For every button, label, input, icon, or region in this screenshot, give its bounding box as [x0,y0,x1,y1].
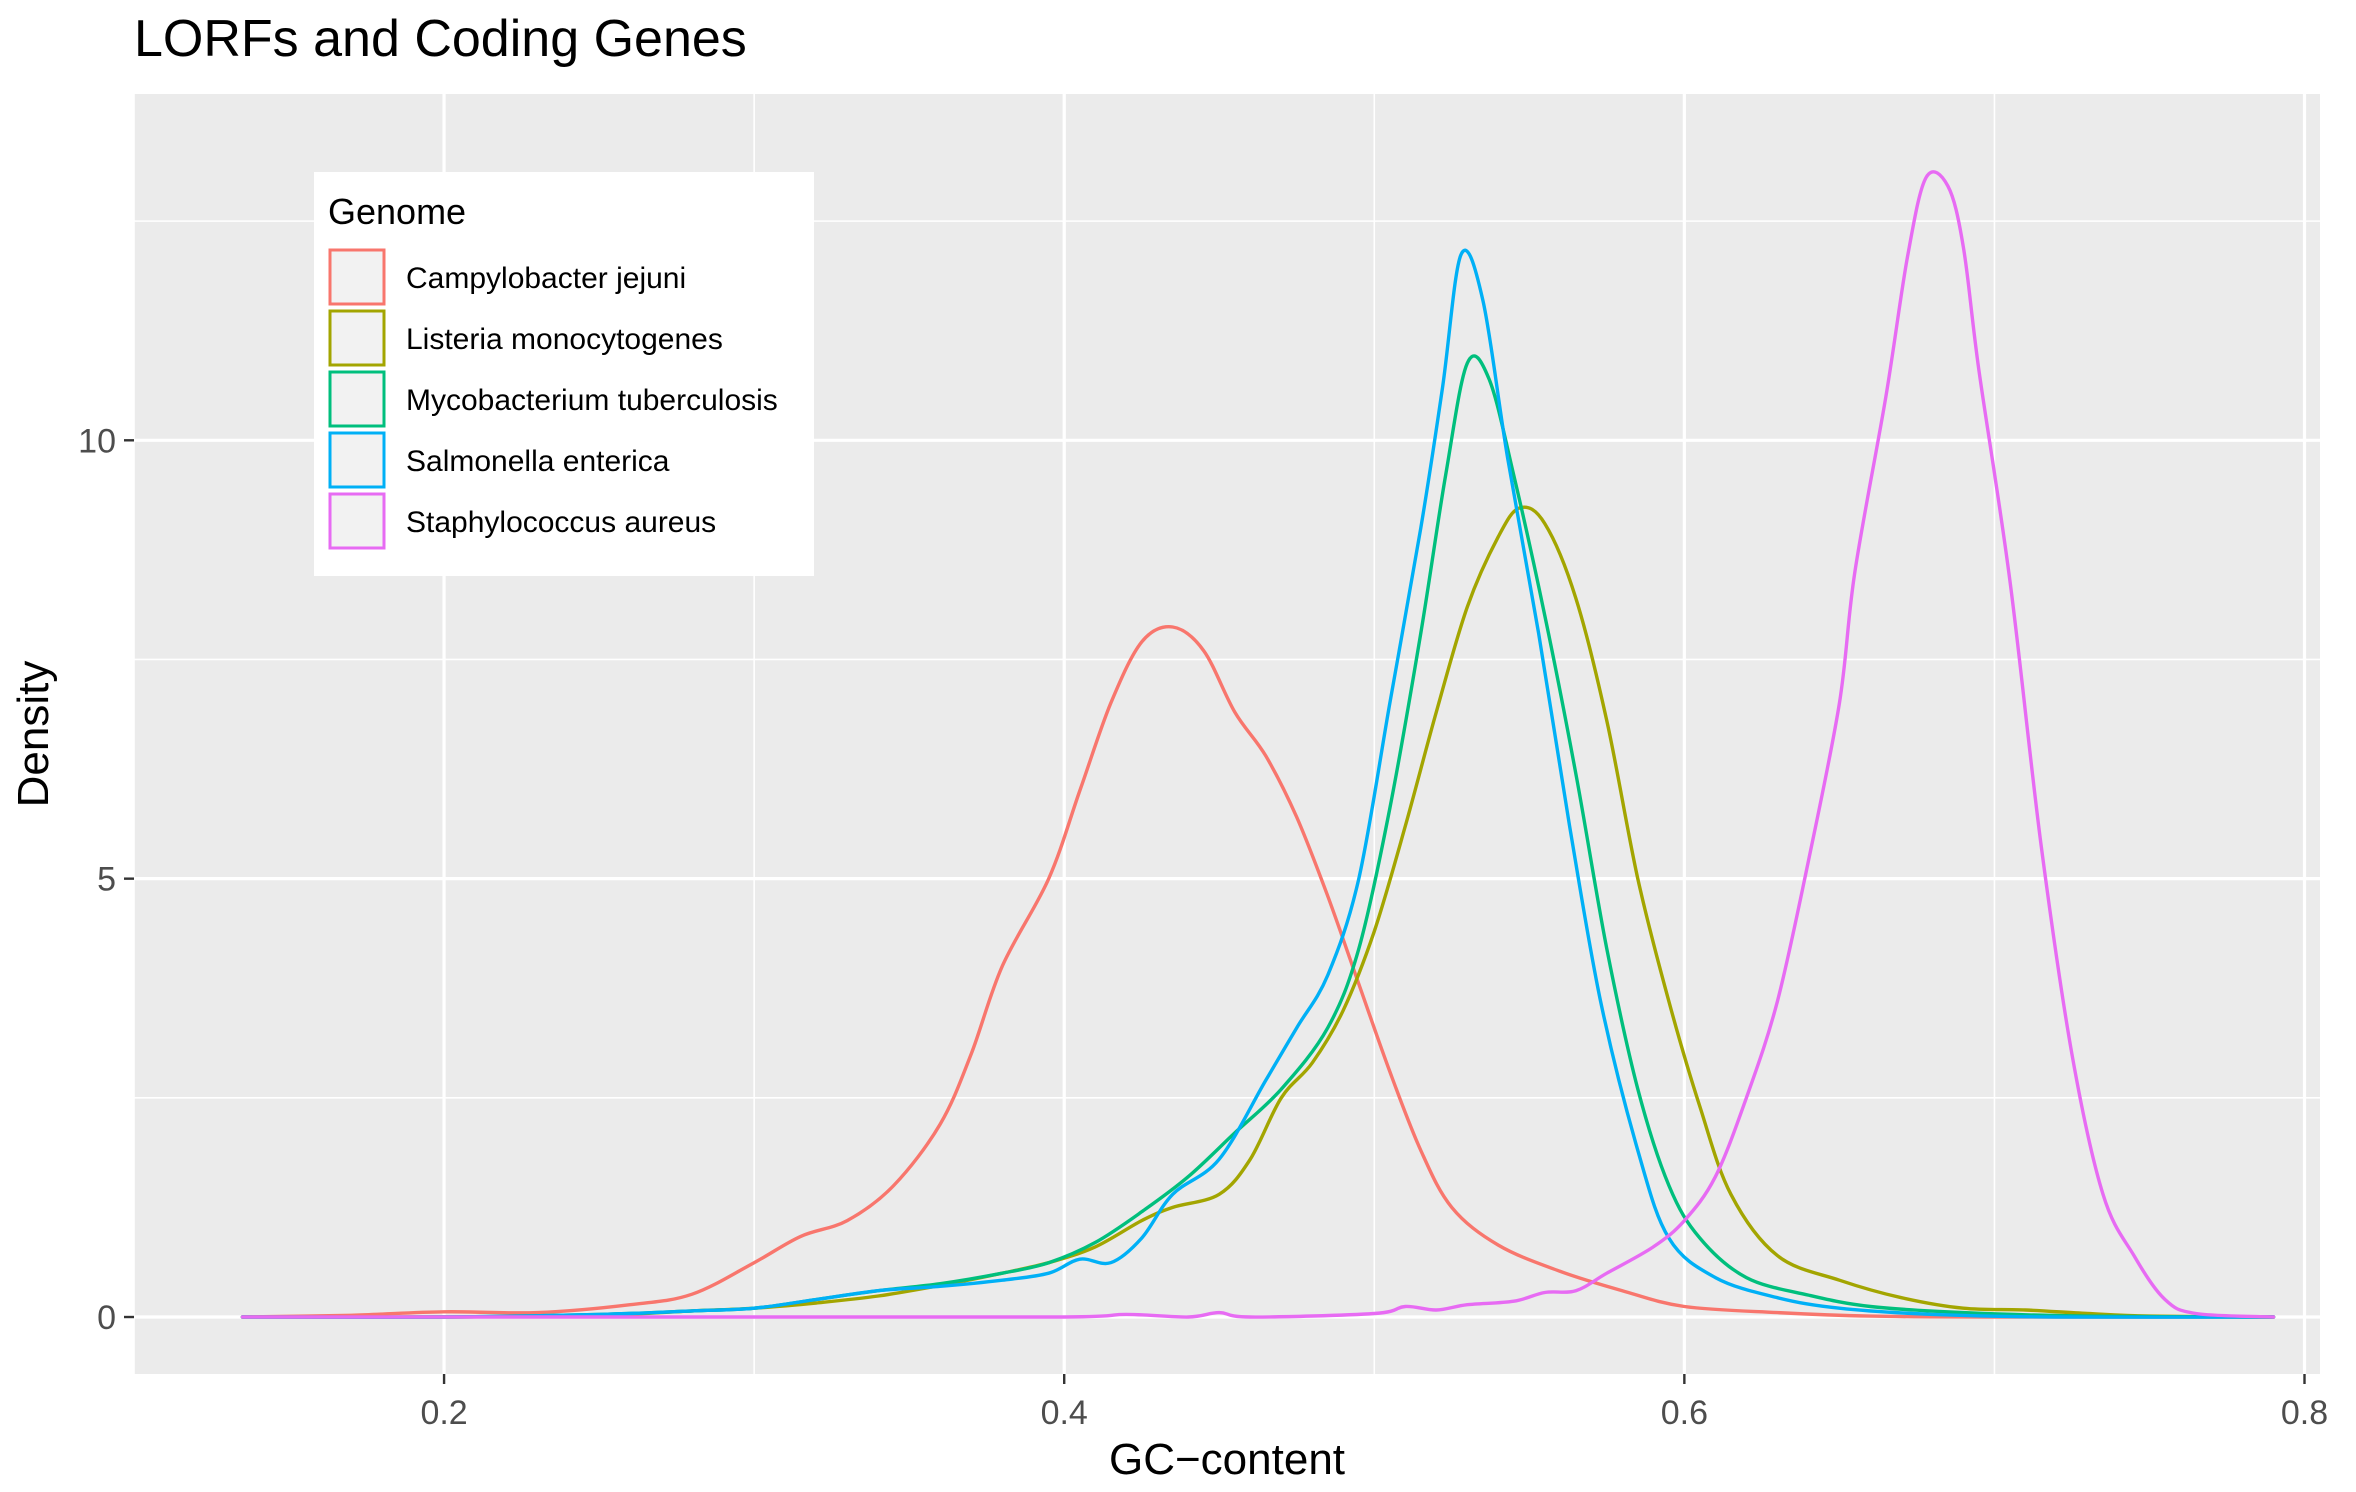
legend: Genome Campylobacter jejuni Listeria mono… [314,172,814,576]
x-tick-label: 0.4 [1041,1394,1088,1432]
x-tick-label: 0.6 [1661,1394,1708,1432]
legend-label-0: Campylobacter jejuni [406,262,686,295]
axis-ticks [124,439,2306,1384]
x-tick-label: 0.8 [2281,1394,2328,1432]
legend-label-2: Mycobacterium tuberculosis [406,384,778,417]
x-tick-label: 0.2 [420,1394,467,1432]
legend-title: Genome [328,191,466,232]
x-tick-labels: 0.2 0.4 0.6 0.8 [420,1394,2328,1432]
legend-key-2 [328,370,386,428]
series-line-0 [240,625,2276,1319]
series-line-3 [240,248,2276,1319]
legend-key-3 [328,431,386,489]
chart-title: LORFs and Coding Genes [134,10,747,68]
series-line-4 [240,170,2276,1319]
legend-items: Campylobacter jejuni Listeria monocytogen… [328,248,778,550]
legend-label-1: Listeria monocytogenes [406,323,723,356]
y-tick-labels: 0 5 10 [78,422,116,1337]
y-tick-label: 0 [97,1299,116,1337]
legend-label-3: Salmonella enterica [406,445,670,478]
x-axis-title: GC−content [1109,1435,1345,1484]
legend-label-4: Staphylococcus aureus [406,506,716,539]
y-tick-label: 10 [78,422,116,460]
legend-key-0 [328,248,386,306]
y-tick-label: 5 [97,861,116,899]
legend-key-1 [328,309,386,367]
legend-background [314,172,814,576]
y-axis-title: Density [9,661,58,808]
series-line-1 [240,505,2276,1319]
series-layer [240,170,2276,1319]
legend-key-4 [328,492,386,550]
